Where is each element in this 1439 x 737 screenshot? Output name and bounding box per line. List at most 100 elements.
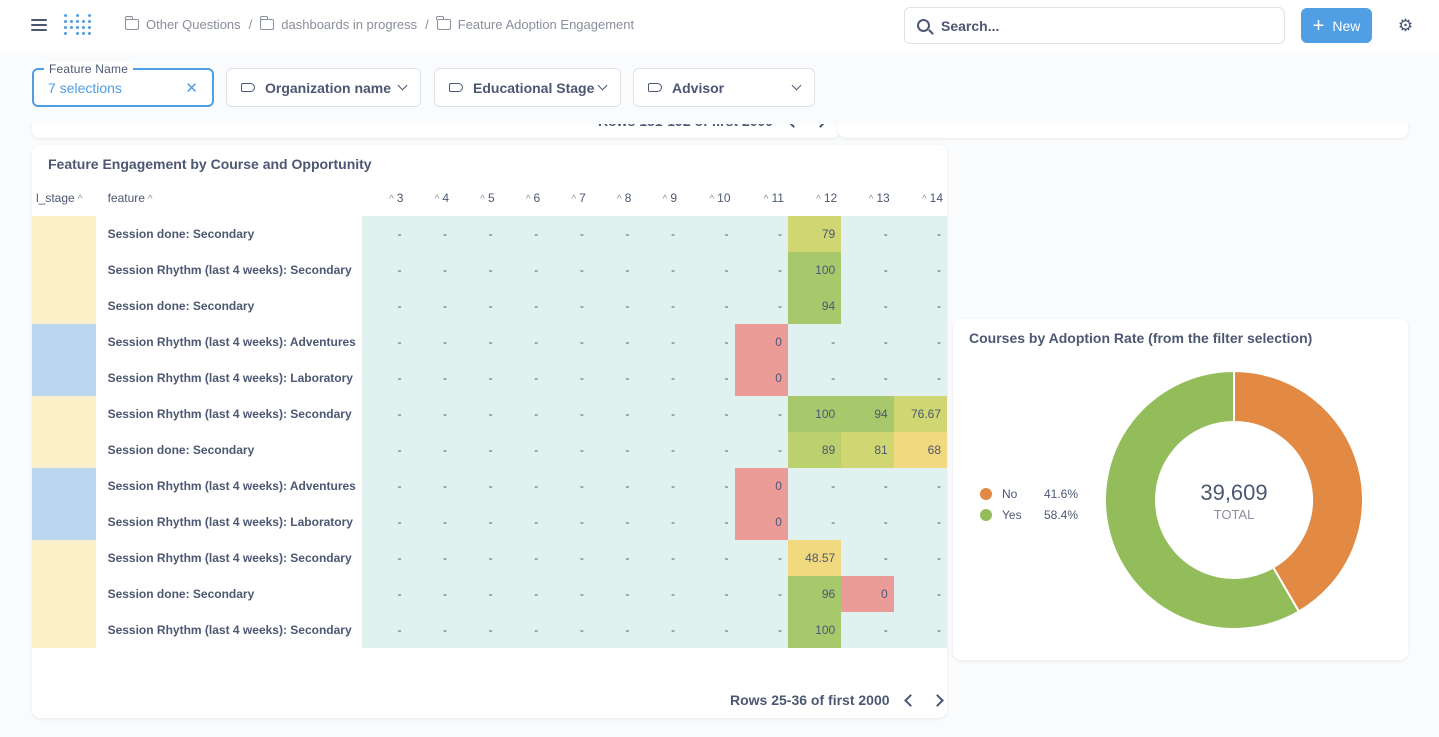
value-cell[interactable]: -	[681, 360, 735, 396]
value-cell[interactable]: -	[361, 504, 408, 540]
stage-cell[interactable]	[32, 576, 96, 612]
value-cell[interactable]: -	[407, 468, 454, 504]
value-cell[interactable]: -	[681, 252, 735, 288]
value-cell[interactable]: -	[407, 324, 454, 360]
value-cell[interactable]: -	[407, 540, 454, 576]
value-cell[interactable]: -	[681, 396, 735, 432]
value-cell[interactable]: -	[498, 324, 545, 360]
value-cell[interactable]: -	[681, 612, 735, 648]
column-header-11[interactable]: ^ 12	[788, 180, 841, 216]
value-cell[interactable]: -	[787, 468, 842, 504]
value-cell[interactable]: -	[498, 216, 545, 252]
value-cell[interactable]: 68	[893, 432, 947, 468]
value-cell[interactable]: -	[635, 432, 682, 468]
value-cell[interactable]: -	[841, 288, 894, 324]
filter-feature-name[interactable]: Feature Name 7 selections ✕	[32, 62, 214, 107]
value-cell[interactable]: -	[498, 396, 545, 432]
value-cell[interactable]: -	[498, 468, 545, 504]
breadcrumb-item-other-questions[interactable]: Other Questions	[124, 16, 241, 32]
column-header-2[interactable]: ^ 3	[362, 180, 408, 216]
value-cell[interactable]: -	[841, 540, 894, 576]
donut-slice-yes[interactable]	[1104, 369, 1301, 630]
value-cell[interactable]: -	[893, 288, 947, 324]
value-cell[interactable]: -	[361, 324, 408, 360]
value-cell[interactable]: -	[407, 396, 454, 432]
value-cell[interactable]: -	[635, 216, 682, 252]
value-cell[interactable]: -	[635, 540, 682, 576]
column-header-5[interactable]: ^ 6	[499, 180, 545, 216]
feature-cell[interactable]: Session done: Secondary	[95, 576, 362, 612]
value-cell[interactable]: -	[453, 288, 499, 324]
column-header-7[interactable]: ^ 8	[590, 180, 636, 216]
value-cell[interactable]: 100	[787, 396, 842, 432]
column-header-9[interactable]: ^ 10	[681, 180, 735, 216]
value-cell[interactable]: 100	[787, 252, 842, 288]
search-bar[interactable]	[904, 7, 1285, 44]
value-cell[interactable]: -	[681, 432, 735, 468]
value-cell[interactable]: -	[635, 252, 682, 288]
value-cell[interactable]: -	[681, 540, 735, 576]
column-header-1[interactable]: feature ^	[96, 180, 362, 216]
stage-cell[interactable]	[32, 360, 96, 396]
hamburger-menu-icon[interactable]	[31, 17, 47, 33]
value-cell[interactable]: 48.57	[787, 540, 842, 576]
value-cell[interactable]: -	[893, 612, 947, 648]
value-cell[interactable]: -	[681, 324, 735, 360]
donut-slice-no[interactable]	[1233, 369, 1364, 613]
value-cell[interactable]: -	[734, 540, 788, 576]
column-header-3[interactable]: ^ 4	[407, 180, 453, 216]
value-cell[interactable]: -	[681, 576, 735, 612]
value-cell[interactable]: -	[544, 576, 590, 612]
value-cell[interactable]: -	[893, 252, 947, 288]
value-cell[interactable]: -	[544, 252, 590, 288]
value-cell[interactable]: -	[407, 504, 454, 540]
metabase-logo-icon[interactable]	[62, 12, 91, 40]
stage-cell[interactable]	[32, 252, 96, 288]
feature-cell[interactable]: Session Rhythm (last 4 weeks): Adventure…	[95, 468, 362, 504]
value-cell[interactable]: -	[407, 612, 454, 648]
value-cell[interactable]: -	[544, 540, 590, 576]
filter-educational-stage[interactable]: Educational Stage	[434, 68, 621, 107]
value-cell[interactable]: -	[361, 396, 408, 432]
value-cell[interactable]: -	[453, 324, 499, 360]
feature-cell[interactable]: Session Rhythm (last 4 weeks): Secondary	[95, 540, 362, 576]
feature-cell[interactable]: Session Rhythm (last 4 weeks): Laborator…	[95, 360, 362, 396]
value-cell[interactable]: -	[787, 504, 842, 540]
feature-cell[interactable]: Session done: Secondary	[95, 432, 362, 468]
value-cell[interactable]: -	[361, 252, 408, 288]
chevron-right-icon[interactable]	[930, 693, 944, 707]
value-cell[interactable]: -	[544, 432, 590, 468]
value-cell[interactable]: -	[734, 252, 788, 288]
value-cell[interactable]: 0	[734, 324, 788, 360]
breadcrumb-item-dashboards-in-progress[interactable]: dashboards in progress	[259, 16, 417, 32]
column-header-10[interactable]: ^ 11	[735, 180, 788, 216]
value-cell[interactable]: -	[361, 468, 408, 504]
value-cell[interactable]: -	[361, 432, 408, 468]
value-cell[interactable]: -	[589, 540, 636, 576]
value-cell[interactable]: -	[635, 324, 682, 360]
stage-cell[interactable]	[32, 612, 96, 648]
value-cell[interactable]: -	[681, 216, 735, 252]
value-cell[interactable]: -	[589, 324, 636, 360]
value-cell[interactable]: 81	[841, 432, 894, 468]
value-cell[interactable]: 94	[787, 288, 842, 324]
value-cell[interactable]: -	[635, 612, 682, 648]
value-cell[interactable]: -	[589, 360, 636, 396]
stage-cell[interactable]	[32, 504, 96, 540]
feature-cell[interactable]: Session Rhythm (last 4 weeks): Secondary	[95, 396, 362, 432]
value-cell[interactable]: 94	[841, 396, 894, 432]
value-cell[interactable]: -	[407, 576, 454, 612]
value-cell[interactable]: -	[589, 576, 636, 612]
value-cell[interactable]: -	[787, 360, 842, 396]
column-header-12[interactable]: ^ 13	[841, 180, 894, 216]
value-cell[interactable]: -	[453, 468, 499, 504]
value-cell[interactable]: -	[893, 360, 947, 396]
feature-cell[interactable]: Session done: Secondary	[95, 216, 362, 252]
value-cell[interactable]: -	[681, 288, 735, 324]
value-cell[interactable]: -	[734, 288, 788, 324]
value-cell[interactable]: -	[841, 468, 894, 504]
value-cell[interactable]: -	[893, 324, 947, 360]
value-cell[interactable]: -	[361, 360, 408, 396]
value-cell[interactable]: -	[893, 468, 947, 504]
value-cell[interactable]: -	[544, 612, 590, 648]
